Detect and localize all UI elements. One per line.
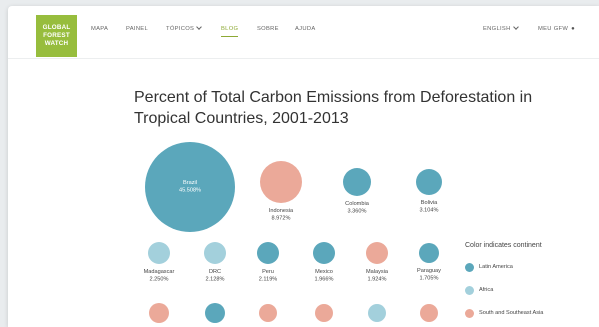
bubble-madagascar[interactable]	[148, 242, 170, 264]
bubble-brazil[interactable]	[145, 142, 235, 232]
logo-line: FOREST	[43, 32, 70, 39]
nav-label: TÓPICOS	[166, 26, 195, 32]
bubble-country-label: Indonesia	[269, 208, 294, 214]
account-menu[interactable]: MEU GFW ●	[538, 26, 575, 32]
bubble-country-label: Madagascar	[144, 269, 175, 275]
nav-label: MAPA	[91, 26, 109, 32]
nav-ajuda[interactable]: AJUDA	[295, 26, 316, 32]
bubble-country-label: DRC	[209, 269, 221, 275]
bubble-country-label: Mexico	[315, 269, 333, 275]
chart-title: Percent of Total Carbon Emissions from D…	[134, 89, 533, 127]
legend-swatch	[465, 263, 474, 272]
bubble-percent-label: 1.924%	[368, 277, 387, 283]
nav-topicos[interactable]: TÓPICOS	[166, 24, 203, 32]
bubble-percent-label: 3.360%	[348, 209, 367, 215]
legend-swatch	[465, 309, 474, 318]
bubble-ecuador[interactable]	[205, 303, 225, 323]
bubble-myanmar[interactable]	[149, 303, 169, 323]
bubble-peru[interactable]	[257, 242, 279, 264]
language-label: ENGLISH	[483, 26, 511, 32]
nav-label: BLOG	[221, 26, 239, 32]
bubble-country-label: Brazil	[183, 180, 197, 186]
nav-painel[interactable]: PAINEL	[126, 26, 148, 32]
nav-mapa[interactable]: MAPA	[91, 26, 108, 32]
bubble-cambodia[interactable]	[259, 304, 277, 322]
article-content: Percent of Total Carbon Emissions from D…	[8, 58, 599, 327]
page: GLOBAL FOREST WATCH MAPA PAINEL TÓPICOS …	[8, 6, 599, 327]
legend-label: Latin America	[479, 264, 513, 270]
language-selector[interactable]: ENGLISH	[483, 24, 519, 32]
bubble-country-label: Paraguay	[417, 268, 441, 274]
nav-label: PAINEL	[126, 26, 148, 32]
bubble-paraguay[interactable]	[419, 243, 439, 263]
legend-swatch	[465, 286, 474, 295]
bubble-indonesia[interactable]	[260, 161, 302, 203]
bubble-percent-label: 1.705%	[420, 276, 439, 282]
bubble-colombia[interactable]	[343, 168, 371, 196]
site-header: GLOBAL FOREST WATCH MAPA PAINEL TÓPICOS …	[8, 6, 599, 59]
user-icon: ●	[571, 26, 576, 32]
bubble-percent-label: 3.104%	[420, 208, 439, 214]
logo-line: WATCH	[44, 40, 69, 47]
legend-label: South and Southeast Asia	[479, 310, 544, 316]
legend-title: Color indicates continent	[465, 242, 542, 249]
bubble-percent-label: 2.250%	[150, 277, 169, 283]
bubble-drc[interactable]	[204, 242, 226, 264]
bubble-percent-label: 2.119%	[259, 277, 278, 283]
logo-line: GLOBAL	[42, 24, 71, 31]
bubble-chart: Brazil 45.508% Indonesia 8.972% Colombia 3.36…	[144, 142, 442, 323]
bubble-mozambique[interactable]	[368, 304, 386, 322]
bubble-country-label: Colombia	[345, 201, 370, 207]
bubble-malaysia[interactable]	[366, 242, 388, 264]
bubble-country-label: Peru	[262, 269, 274, 275]
bubble-vietnam[interactable]	[420, 304, 438, 322]
nav-sobre[interactable]: SOBRE	[257, 26, 279, 32]
gfw-logo[interactable]: GLOBAL FOREST WATCH	[36, 15, 77, 57]
nav-label: AJUDA	[295, 26, 316, 32]
bubble-percent-label: 8.972%	[272, 216, 291, 222]
bubble-percent-label: 2.128%	[206, 277, 225, 283]
bubble-laos[interactable]	[315, 304, 333, 322]
chevron-down-icon	[512, 24, 519, 30]
bubble-country-label: Malaysia	[366, 269, 389, 275]
bubble-percent-label: 1.966%	[315, 277, 334, 283]
bubble-percent-label: 45.508%	[179, 188, 201, 194]
bubble-mexico[interactable]	[313, 242, 335, 264]
chevron-down-icon	[196, 24, 203, 30]
legend-label: Africa	[479, 287, 494, 293]
bubble-country-label: Bolivia	[421, 200, 438, 206]
nav-label: SOBRE	[257, 26, 279, 32]
bubble-bolivia[interactable]	[416, 169, 442, 195]
nav-blog[interactable]: BLOG	[221, 26, 239, 37]
account-label: MEU GFW	[538, 26, 569, 32]
